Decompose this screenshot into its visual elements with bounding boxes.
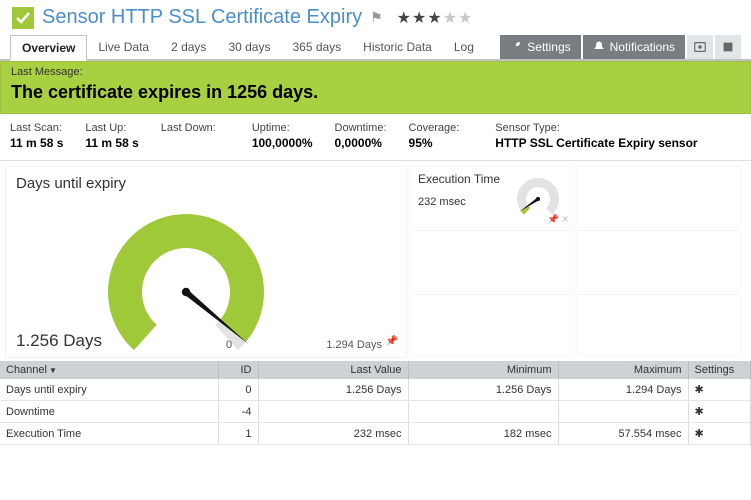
gauge-panels: Days until expiry 1.256 Days 0 1.294 Day… bbox=[0, 161, 751, 359]
table-row[interactable]: Execution Time1232 msec182 msec57.554 ms… bbox=[0, 423, 751, 445]
page-title: Sensor HTTP SSL Certificate Expiry bbox=[42, 6, 362, 29]
col-channel[interactable]: Channel▼ bbox=[0, 361, 218, 379]
stat-4: Downtime: 0,0000% bbox=[335, 122, 409, 150]
action-icon-1[interactable] bbox=[687, 35, 713, 59]
stat-2: Last Down: bbox=[161, 122, 252, 150]
row-settings-icon[interactable]: ✱ bbox=[688, 401, 751, 423]
row-settings-icon[interactable]: ✱ bbox=[688, 423, 751, 445]
tab-live-data[interactable]: Live Data bbox=[87, 35, 160, 59]
tab-log[interactable]: Log bbox=[443, 35, 485, 59]
notifications-label: Notifications bbox=[610, 40, 675, 54]
notifications-button[interactable]: Notifications bbox=[583, 35, 685, 59]
star-icon[interactable]: ★ bbox=[427, 8, 441, 28]
tab-bar: OverviewLive Data2 days30 days365 daysHi… bbox=[0, 35, 751, 61]
rating-stars[interactable]: ★★★★★ bbox=[397, 8, 473, 28]
tab-365-days[interactable]: 365 days bbox=[281, 35, 352, 59]
main-gauge-panel: Days until expiry 1.256 Days 0 1.294 Day… bbox=[6, 167, 406, 357]
main-gauge bbox=[96, 197, 316, 360]
stat-label: Last Up: bbox=[85, 122, 138, 134]
empty-panel-3 bbox=[577, 231, 740, 291]
stat-value: 11 m 58 s bbox=[10, 136, 63, 150]
settings-button[interactable]: Settings bbox=[500, 35, 580, 59]
col-settings[interactable]: Settings bbox=[688, 361, 751, 379]
col-minimum[interactable]: Minimum bbox=[408, 361, 558, 379]
stat-3: Uptime: 100,0000% bbox=[252, 122, 335, 150]
last-message-banner: Last Message: The certificate expires in… bbox=[0, 61, 751, 114]
pin-icon[interactable]: 📌 bbox=[386, 336, 398, 347]
stat-label: Sensor Type: bbox=[495, 122, 697, 134]
table-row[interactable]: Days until expiry01.256 Days1.256 Days1.… bbox=[0, 379, 751, 401]
status-ok-icon bbox=[12, 7, 34, 29]
stat-value: HTTP SSL Certificate Expiry sensor bbox=[495, 136, 697, 150]
stats-bar: Last Scan:11 m 58 sLast Up:11 m 58 sLast… bbox=[0, 114, 751, 161]
table-row[interactable]: Downtime-4✱ bbox=[0, 401, 751, 423]
stat-label: Last Down: bbox=[161, 122, 216, 134]
stat-value: 11 m 58 s bbox=[85, 136, 138, 150]
star-icon[interactable]: ★ bbox=[412, 8, 426, 28]
star-icon[interactable]: ★ bbox=[443, 8, 457, 28]
channels-table: Channel▼IDLast ValueMinimumMaximumSettin… bbox=[0, 361, 751, 445]
bell-icon bbox=[593, 40, 605, 55]
tab-overview[interactable]: Overview bbox=[10, 35, 87, 61]
page-header: Sensor HTTP SSL Certificate Expiry ⚑ ★★★… bbox=[0, 0, 751, 35]
stat-label: Last Scan: bbox=[10, 122, 63, 134]
main-gauge-min: 0 bbox=[226, 339, 232, 351]
exec-time-panel: Execution Time 232 msec 📌 ✕ bbox=[410, 167, 573, 227]
stat-6: Sensor Type: HTTP SSL Certificate Expiry … bbox=[495, 122, 719, 150]
row-settings-icon[interactable]: ✱ bbox=[688, 379, 751, 401]
empty-panel-5 bbox=[577, 295, 740, 355]
empty-panel-4 bbox=[410, 295, 573, 355]
main-gauge-reading: 1.256 Days bbox=[16, 331, 102, 351]
empty-panel-2 bbox=[410, 231, 573, 291]
star-icon[interactable]: ★ bbox=[397, 8, 411, 28]
col-maximum[interactable]: Maximum bbox=[558, 361, 688, 379]
stat-value: 100,0000% bbox=[252, 136, 313, 150]
col-id[interactable]: ID bbox=[218, 361, 258, 379]
side-column: Execution Time 232 msec 📌 ✕ bbox=[410, 167, 740, 357]
stat-label: Coverage: bbox=[409, 122, 460, 134]
last-message-text: The certificate expires in 1256 days. bbox=[11, 82, 740, 103]
stat-5: Coverage: 95% bbox=[409, 122, 496, 150]
tab-2-days[interactable]: 2 days bbox=[160, 35, 217, 59]
stat-label: Downtime: bbox=[335, 122, 387, 134]
stat-value: 0,0000% bbox=[335, 136, 387, 150]
mini-pin-icon[interactable]: 📌 ✕ bbox=[548, 214, 569, 225]
star-icon[interactable]: ★ bbox=[458, 8, 472, 28]
last-message-label: Last Message: bbox=[11, 66, 740, 78]
stat-1: Last Up: 11 m 58 s bbox=[85, 122, 160, 150]
flag-icon[interactable]: ⚑ bbox=[370, 9, 383, 26]
stat-value: 95% bbox=[409, 136, 460, 150]
settings-label: Settings bbox=[527, 40, 570, 54]
mini-gauge bbox=[513, 173, 563, 220]
main-gauge-max: 1.294 Days bbox=[326, 339, 382, 351]
tab-30-days[interactable]: 30 days bbox=[217, 35, 281, 59]
wrench-icon bbox=[510, 40, 522, 55]
tab-historic-data[interactable]: Historic Data bbox=[352, 35, 443, 59]
empty-panel-1 bbox=[577, 167, 740, 227]
stat-label: Uptime: bbox=[252, 122, 313, 134]
main-gauge-title: Days until expiry bbox=[16, 175, 396, 192]
action-icon-2[interactable] bbox=[715, 35, 741, 59]
col-last-value[interactable]: Last Value bbox=[258, 361, 408, 379]
stat-0: Last Scan: 11 m 58 s bbox=[10, 122, 85, 150]
